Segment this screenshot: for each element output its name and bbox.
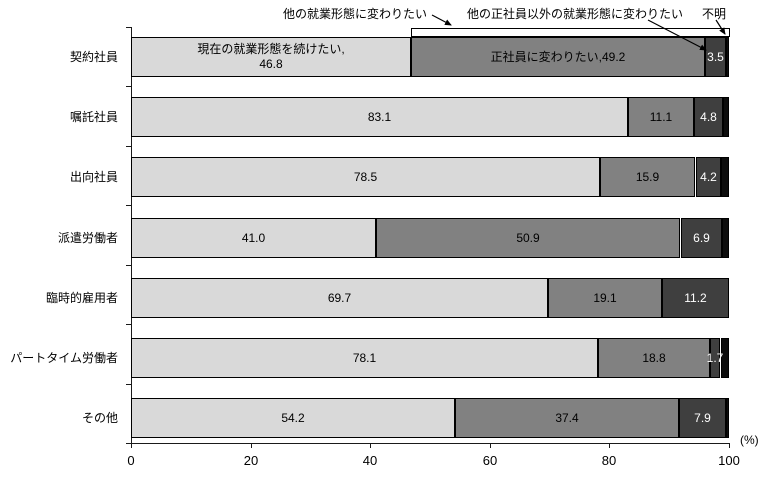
x-axis-tick <box>609 443 610 448</box>
category-label: 出向社員 <box>69 170 118 184</box>
y-axis-category-tick <box>126 205 131 206</box>
x-axis-tick-label: 60 <box>482 453 498 468</box>
x-axis-tick <box>251 443 252 448</box>
x-axis-tick-label: 0 <box>127 453 135 468</box>
bar-segment <box>548 278 662 318</box>
x-axis-tick-label: 20 <box>243 453 259 468</box>
x-axis-tick-label: 80 <box>601 453 617 468</box>
bar-segment <box>131 157 600 197</box>
bar-segment <box>681 218 722 258</box>
bar-segment <box>628 97 694 137</box>
category-label: パートタイム労働者 <box>10 351 118 365</box>
bar-segment <box>600 157 695 197</box>
category-label: 契約社員 <box>69 50 118 64</box>
bar-segment <box>662 278 729 318</box>
bar-segment <box>376 218 680 258</box>
annotation-unknown-label: 不明 <box>702 7 727 21</box>
bar-segment <box>131 398 455 438</box>
y-axis-category-tick <box>126 384 131 385</box>
bar-segment <box>726 37 729 77</box>
bar-segment <box>131 37 411 77</box>
x-axis-tick <box>131 443 132 448</box>
annotation-other-employment-label: 他の就業形態に変わりたい <box>283 7 428 21</box>
bar-segment <box>455 398 679 438</box>
annotation-other-nonregular-label: 他の正社員以外の就業形態に変わりたい <box>467 7 684 21</box>
category-label: 派遣労働者 <box>57 231 118 245</box>
category-label: 臨時的雇用者 <box>45 291 118 305</box>
bar-segment <box>710 338 720 378</box>
bar-segment <box>694 97 723 137</box>
x-axis-tick-label: 40 <box>362 453 378 468</box>
bar-segment <box>723 97 729 137</box>
bar-segment <box>411 37 705 77</box>
x-axis-tick-label: 100 <box>718 453 740 468</box>
bar-segment <box>131 338 598 378</box>
arrow-other-employment <box>431 14 452 26</box>
x-axis-tick <box>370 443 371 448</box>
y-axis-category-tick <box>126 146 131 147</box>
bar-segment <box>705 37 726 77</box>
category-label: その他 <box>81 411 118 425</box>
bar-segment <box>696 157 721 197</box>
bar-segment <box>722 218 729 258</box>
category-label: 嘱託社員 <box>69 110 118 124</box>
bar-segment <box>131 218 376 258</box>
group-bracket <box>411 28 730 37</box>
axis-unit-label: (%) <box>740 433 759 447</box>
bar-segment <box>598 338 710 378</box>
y-axis-category-tick <box>126 27 131 28</box>
y-axis-category-tick <box>126 443 131 444</box>
y-axis-category-tick <box>126 265 131 266</box>
bar-segment <box>726 398 729 438</box>
bar-segment <box>721 338 729 378</box>
x-axis-tick <box>490 443 491 448</box>
bar-segment <box>721 157 729 197</box>
bar-segment <box>131 97 628 137</box>
y-axis-category-tick <box>126 86 131 87</box>
x-axis-line <box>131 443 730 444</box>
y-axis-category-tick <box>126 324 131 325</box>
bar-segment <box>131 278 548 318</box>
x-axis-tick <box>729 443 730 448</box>
bar-segment <box>679 398 726 438</box>
